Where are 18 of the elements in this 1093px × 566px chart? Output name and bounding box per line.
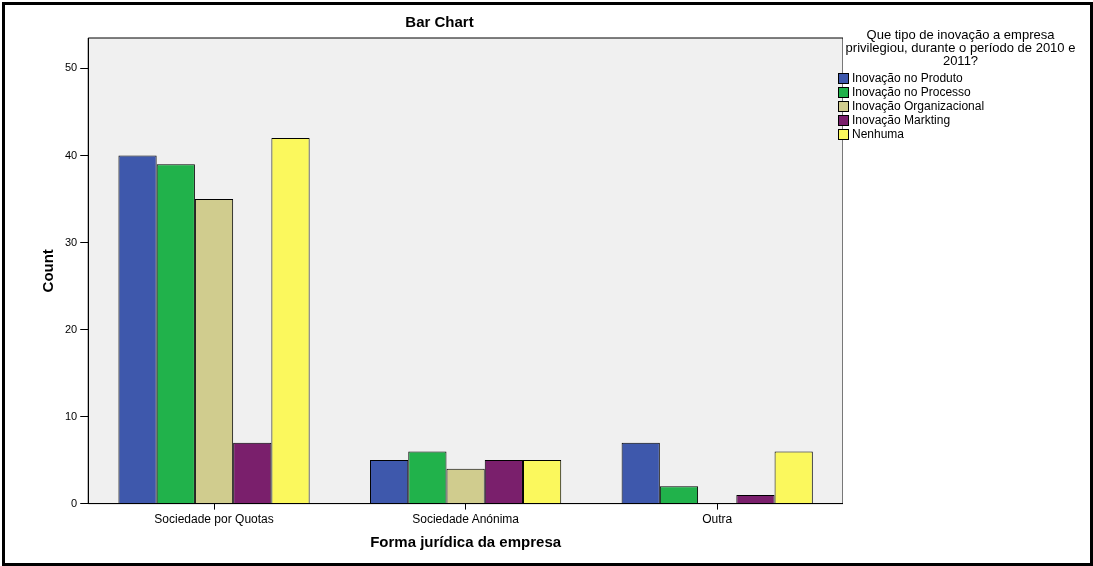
legend-label: Inovação no Processo xyxy=(852,85,971,99)
legend-label: Inovação no Produto xyxy=(852,71,963,85)
legend-label: Inovação Markting xyxy=(852,113,951,127)
x-tick-label: Sociedade por Quotas xyxy=(154,512,274,527)
legend-label: Inovação Organizacional xyxy=(852,99,985,113)
x-tick-label: Sociedade Anónima xyxy=(412,512,520,527)
y-tick-label: 20 xyxy=(64,322,78,335)
y-tick-label: 30 xyxy=(64,235,78,248)
legend-label: Nenhuma xyxy=(852,127,905,141)
y-tick-label: 0 xyxy=(71,496,78,509)
chart-title: Bar Chart xyxy=(405,13,474,31)
x-axis-title: Forma jurídica da empresa xyxy=(370,533,562,551)
y-tick-label: 50 xyxy=(64,61,78,74)
y-tick-label: 40 xyxy=(64,148,78,161)
y-tick-label: 10 xyxy=(64,409,78,422)
legend-title: Que tipo de inovação a empresa privilegiou, durante o período de 2010 e 2011? xyxy=(844,27,1077,68)
x-tick-label: Outra xyxy=(702,512,733,527)
y-axis-title: Count xyxy=(39,249,57,293)
